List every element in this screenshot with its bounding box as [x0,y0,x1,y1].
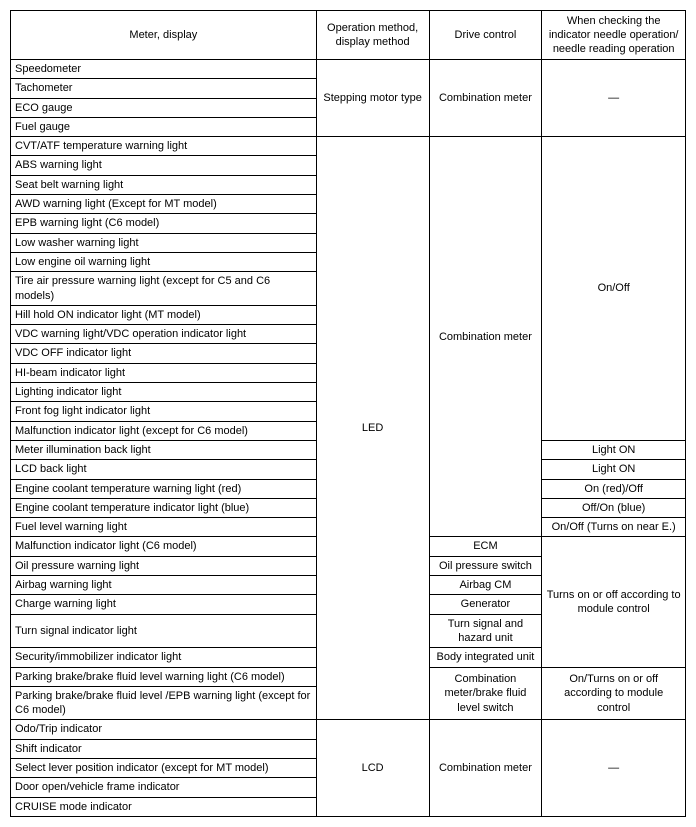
cell-name: LCD back light [11,460,317,479]
cell-name: Turn signal indicator light [11,614,317,648]
cell-drive: Turn signal and hazard unit [429,614,542,648]
cell-check: — [542,60,686,137]
table-row: Speedometer Stepping motor type Combinat… [11,60,686,79]
cell-drive: Combination meter [429,60,542,137]
header-row: Meter, display Operation method, display… [11,11,686,60]
cell-name: EPB warning light (C6 model) [11,214,317,233]
cell-name: AWD warning light (Except for MT model) [11,195,317,214]
hdr-check: When checking the indicator needle opera… [542,11,686,60]
cell-name: Fuel gauge [11,117,317,136]
cell-name: VDC OFF indicator light [11,344,317,363]
cell-drive: Oil pressure switch [429,556,542,575]
cell-check: On (red)/Off [542,479,686,498]
cell-name: Airbag warning light [11,576,317,595]
cell-name: Door open/vehicle frame indicator [11,778,317,797]
cell-name: Tire air pressure warning light (except … [11,272,317,306]
cell-name: Select lever position indicator (except … [11,758,317,777]
cell-drive: Combination meter [429,720,542,816]
cell-name: Charge warning light [11,595,317,614]
cell-drive: Generator [429,595,542,614]
cell-name: Tachometer [11,79,317,98]
cell-name: Odo/Trip indicator [11,720,317,739]
cell-name: Malfunction indicator light (except for … [11,421,317,440]
cell-check: Turns on or off according to module cont… [542,537,686,667]
cell-name: Low washer warning light [11,233,317,252]
cell-drive: Airbag CM [429,576,542,595]
cell-check: On/Turns on or off according to module c… [542,667,686,720]
cell-check: Off/On (blue) [542,498,686,517]
cell-name: Hill hold ON indicator light (MT model) [11,305,317,324]
cell-name: CVT/ATF temperature warning light [11,137,317,156]
cell-name: Shift indicator [11,739,317,758]
cell-name: Oil pressure warning light [11,556,317,575]
cell-check: Light ON [542,440,686,459]
cell-name: Malfunction indicator light (C6 model) [11,537,317,556]
cell-name: Front fog light indicator light [11,402,317,421]
table-row: Odo/Trip indicator LCD Combination meter… [11,720,686,739]
cell-name: HI-beam indicator light [11,363,317,382]
cell-name: VDC warning light/VDC operation indicato… [11,325,317,344]
cell-drive: ECM [429,537,542,556]
cell-drive: Combination meter/brake fluid level swit… [429,667,542,720]
cell-name: Engine coolant temperature warning light… [11,479,317,498]
cell-name: Lighting indicator light [11,383,317,402]
cell-name: Fuel level warning light [11,518,317,537]
cell-name: Parking brake/brake fluid level warning … [11,667,317,686]
cell-check: On/Off (Turns on near E.) [542,518,686,537]
cell-name: CRUISE mode indicator [11,797,317,816]
hdr-meter: Meter, display [11,11,317,60]
cell-drive: Body integrated unit [429,648,542,667]
cell-check: Light ON [542,460,686,479]
cell-op: LCD [316,720,429,816]
cell-name: Speedometer [11,60,317,79]
cell-name: Low engine oil warning light [11,252,317,271]
cell-name: Parking brake/brake fluid level /EPB war… [11,686,317,720]
cell-drive: Combination meter [429,137,542,537]
table-row: CVT/ATF temperature warning light LED Co… [11,137,686,156]
cell-name: Engine coolant temperature indicator lig… [11,498,317,517]
cell-check: — [542,720,686,816]
meter-table: Meter, display Operation method, display… [10,10,686,817]
cell-name: Security/immobilizer indicator light [11,648,317,667]
cell-name: ECO gauge [11,98,317,117]
hdr-drive: Drive control [429,11,542,60]
cell-op: LED [316,137,429,720]
cell-check: On/Off [542,137,686,441]
cell-name: ABS warning light [11,156,317,175]
cell-op: Stepping motor type [316,60,429,137]
cell-name: Seat belt warning light [11,175,317,194]
cell-name: Meter illumination back light [11,440,317,459]
hdr-op: Operation method, display method [316,11,429,60]
